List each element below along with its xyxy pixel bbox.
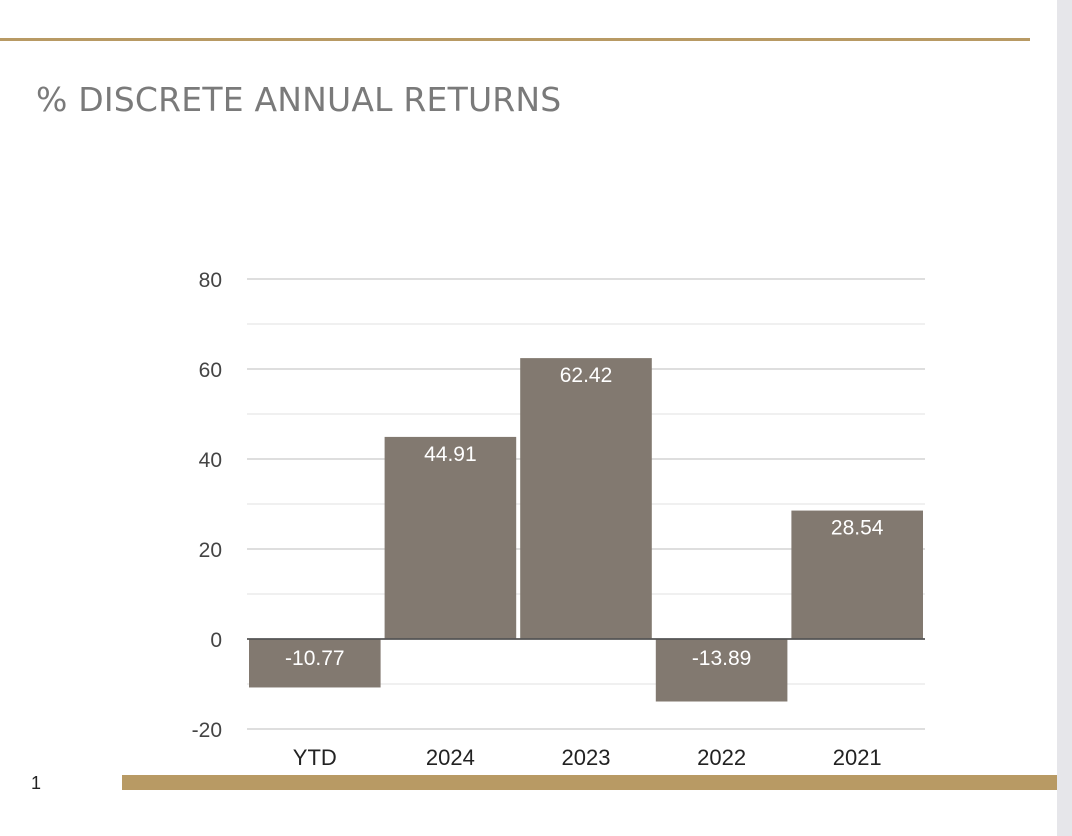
bar [249,639,381,688]
data-label: 44.91 [424,443,477,466]
vertical-scrollbar[interactable] [1057,0,1072,836]
footer-accent-bar [122,775,1057,790]
data-label: -13.89 [692,647,752,670]
y-tick-label: 20 [199,539,222,562]
bar [384,436,517,639]
y-tick-label: 60 [199,359,222,382]
y-tick-label: -20 [192,719,222,742]
data-label: 28.54 [831,517,884,540]
chart-title: % DISCRETE ANNUAL RETURNS [36,80,562,119]
y-tick-label: 0 [210,629,222,652]
x-category-label: 2021 [833,745,882,770]
x-category-label: 2024 [426,745,475,770]
y-tick-label: 80 [199,269,222,292]
bar [520,358,652,639]
top-accent-rule [0,38,1030,41]
x-category-label: YTD [293,745,337,770]
bar [791,510,923,639]
data-label: -10.77 [285,647,345,670]
x-category-label: 2022 [697,745,746,770]
x-category-label: 2023 [562,745,611,770]
y-tick-label: 40 [199,449,222,472]
page-number: 1 [31,773,42,793]
data-label: 62.42 [560,364,613,387]
bar [655,639,788,702]
